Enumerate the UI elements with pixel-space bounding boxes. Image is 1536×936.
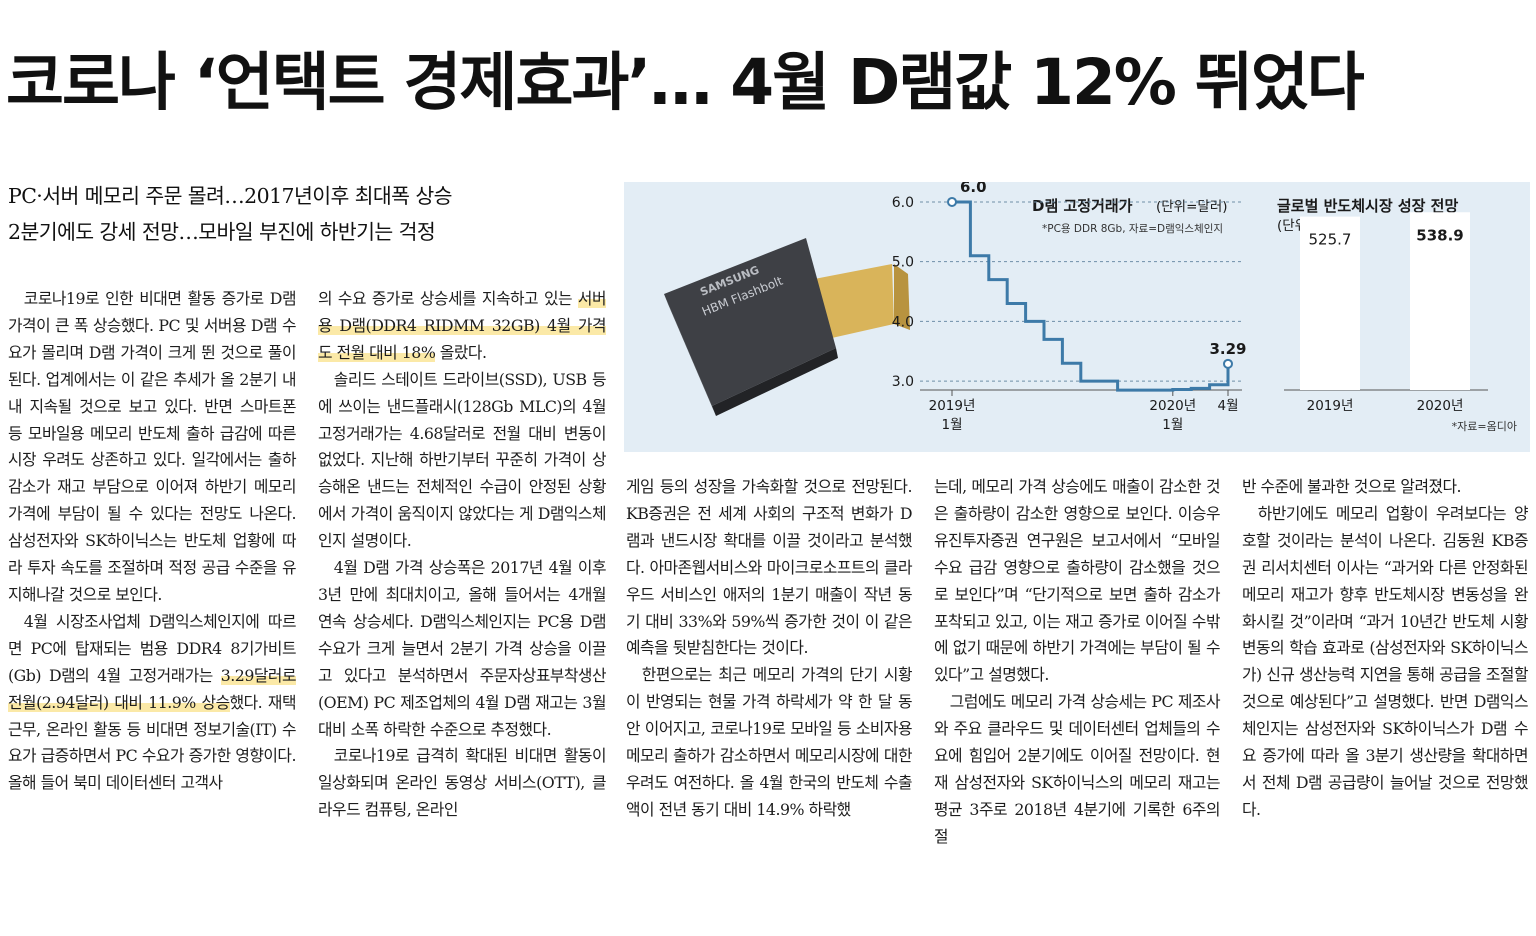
article-column-2: 의 수요 증가로 상승세를 지속하고 있는 서버용 D램(DDR4 RIDMM … (318, 286, 607, 824)
y-tick-label: 4.0 (892, 314, 914, 330)
article-column-1: 코로나19로 인한 비대면 활동 증가로 D램 가격이 큰 폭 상승했다. PC… (8, 286, 297, 797)
line-chart-unit: (단위=달러) (1156, 199, 1228, 215)
paragraph: 반 수준에 불과한 것으로 알려졌다. (1242, 477, 1462, 496)
paragraph: 솔리드 스테이트 드라이브(SSD), USB 등에 쓰이는 낸드플래시(128… (318, 369, 607, 551)
paragraph: 4월 D램 가격 상승폭은 2017년 4월 이후 3년 만에 최대치이고, 올… (318, 558, 607, 739)
y-tick-label: 5.0 (892, 255, 914, 271)
article-column-5: 반 수준에 불과한 것으로 알려졌다. 하반기에도 메모리 업황이 우려보다는 양… (1242, 474, 1529, 824)
article-column-3: 게임 등의 성장을 가속화할 것으로 전망된다. KB증권은 전 세계 사회의 … (626, 474, 913, 824)
article-column-4: 는데, 메모리 가격 상승에도 매출이 감소한 것은 출하량이 감소한 영향으로… (934, 474, 1221, 851)
chip-package-side (664, 294, 716, 416)
paragraph: 코로나19로 인한 비대면 활동 증가로 D램 가격이 큰 폭 상승했다. PC… (8, 289, 297, 604)
bar-category-label: 2019년 (1307, 398, 1354, 414)
paragraph: 게임 등의 성장을 가속화할 것으로 전망된다. KB증권은 전 세계 사회의 … (626, 477, 913, 658)
chip-gold-die-side (894, 264, 910, 330)
x-tick-label: 1월 (941, 417, 962, 433)
subheadline-line: PC·서버 메모리 주문 몰려…2017년이후 최대폭 상승 (8, 184, 452, 208)
subheadline-line: 2분기에도 강세 전망…모바일 부진에 하반기는 걱정 (8, 220, 436, 244)
infographic: SAMSUNG HBM Flashbolt D램 고정거래가 (단위=달러) *… (624, 182, 1530, 452)
y-tick-label: 3.0 (892, 374, 914, 390)
paragraph-text: 올랐다. (435, 342, 487, 362)
x-tick-label: 1월 (1162, 417, 1183, 433)
bar-value-label: 538.9 (1416, 226, 1463, 244)
chip-package (664, 238, 836, 406)
semiconductor-market-bar-chart: 글로벌 반도체시장 성장 전망 (단위=조원) 525.72019년538.92… (1277, 197, 1517, 433)
headline: 코로나 ‘언택트 경제효과’… 4월 D램값 12% 뛰었다 (6, 46, 1365, 119)
infographic-canvas: SAMSUNG HBM Flashbolt D램 고정거래가 (단위=달러) *… (664, 182, 1517, 433)
paragraph: 의 수요 증가로 상승세를 지속하고 있는 서버용 D램(DDR4 RIDMM … (318, 286, 607, 367)
bar-chart-title: 글로벌 반도체시장 성장 전망 (1277, 197, 1458, 215)
paragraph: 코로나19로 급격히 확대된 비대면 활동이 일상화되며 온라인 동영상 서비스… (318, 746, 607, 820)
memory-chip-illustration: SAMSUNG HBM Flashbolt (664, 238, 910, 416)
bar-value-label: 525.7 (1309, 231, 1352, 249)
paragraph-text: 의 수요 증가로 상승세를 지속하고 있는 (318, 289, 578, 308)
data-point (947, 196, 957, 207)
x-tick-label: 4월 (1217, 398, 1238, 414)
data-point (1223, 358, 1233, 369)
paragraph-text: 했다. 재택근무, 온라인 활동 등 비대면 정보기술(IT) 수요가 급증하면… (8, 692, 297, 793)
line-chart-note: *PC용 DDR 8Gb, 자료=D램익스체인지 (1042, 223, 1223, 235)
paragraph-text: 4월 시장조사업체 D램익스체인지에 따르면 PC에 탑재되는 범용 DDR4 … (8, 611, 297, 685)
series-line (952, 200, 1230, 392)
bar (1410, 212, 1470, 390)
paragraph: 는데, 메모리 가격 상승에도 매출이 감소한 것은 출하량이 감소한 영향으로… (934, 477, 1221, 685)
y-tick-label: 6.0 (892, 195, 914, 211)
paragraph: 4월 시장조사업체 D램익스체인지에 따르면 PC에 탑재되는 범용 DDR4 … (8, 609, 297, 797)
bar-chart-source: *자료=옴디아 (1452, 420, 1517, 433)
paragraph: 하반기에도 메모리 업황이 우려보다는 양호할 것이라는 분석이 나온다. 김동… (1242, 503, 1529, 819)
chip-package-edge (712, 348, 838, 416)
x-tick-label: 2020년 (1149, 398, 1196, 414)
data-label: 3.29 (1209, 340, 1246, 358)
bar (1300, 216, 1360, 390)
line-chart-title: D램 고정거래가 (1032, 197, 1133, 215)
data-label: 6.0 (960, 182, 987, 196)
paragraph: 한편으로는 최근 메모리 가격의 단기 시황이 반영되는 현물 가격 하락세가 … (626, 665, 913, 819)
paragraph: 그럼에도 메모리 가격 상승세는 PC 제조사와 주요 클라우드 및 데이터센터… (934, 692, 1221, 846)
dram-price-line-chart: D램 고정거래가 (단위=달러) *PC용 DDR 8Gb, 자료=D램익스체인… (892, 182, 1247, 433)
chip-gold-die (809, 264, 894, 342)
bar-category-label: 2020년 (1417, 398, 1464, 414)
subheadline: PC·서버 메모리 주문 몰려…2017년이후 최대폭 상승 2분기에도 강세 … (8, 178, 613, 250)
x-tick-label: 2019년 (929, 398, 976, 414)
